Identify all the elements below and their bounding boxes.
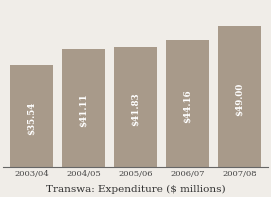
Text: $35.54: $35.54 — [27, 101, 36, 135]
Bar — [166, 40, 209, 167]
Bar — [10, 65, 53, 167]
Text: $41.83: $41.83 — [131, 93, 140, 126]
Text: $44.16: $44.16 — [183, 89, 192, 123]
Text: $49.00: $49.00 — [235, 83, 244, 116]
X-axis label: Transwa: Expenditure ($ millions): Transwa: Expenditure ($ millions) — [46, 185, 225, 194]
Bar — [62, 49, 105, 167]
Bar — [218, 26, 261, 167]
Bar — [114, 46, 157, 167]
Text: $41.11: $41.11 — [79, 94, 88, 127]
